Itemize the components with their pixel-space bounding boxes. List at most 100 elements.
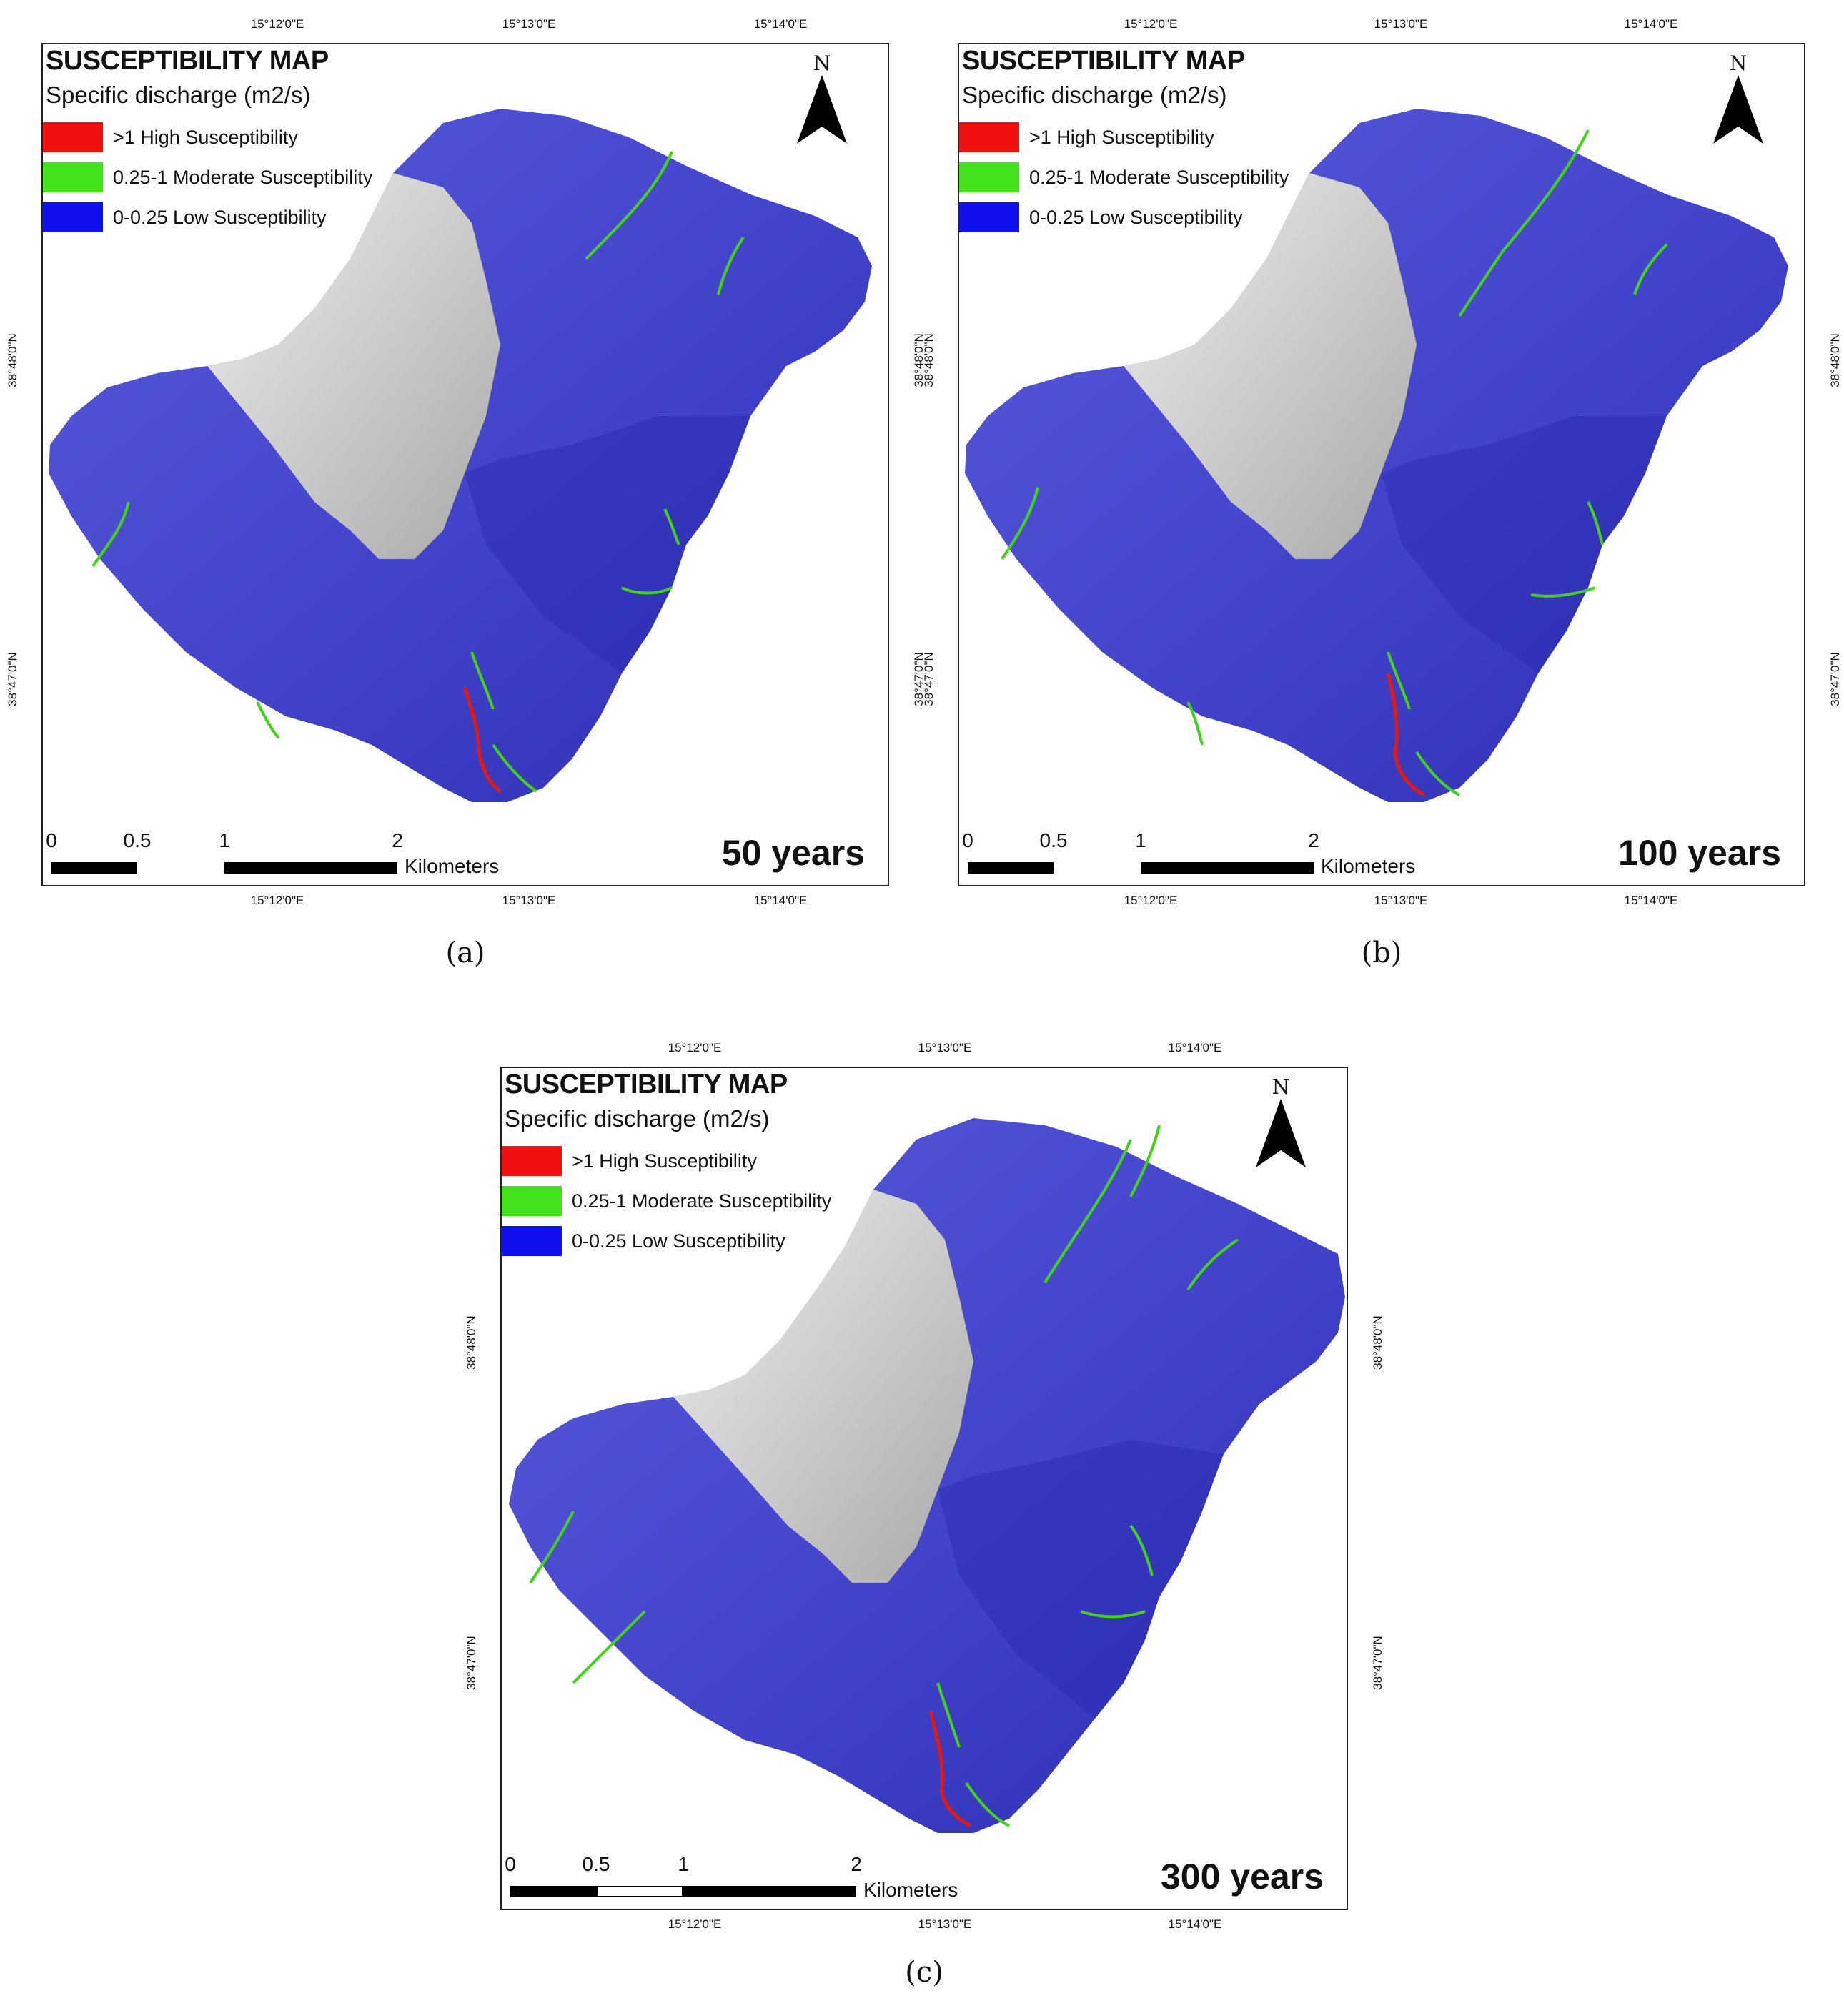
legend-label-moderate: 0.25-1 Moderate Susceptibility bbox=[113, 166, 373, 188]
legend-item-moderate: 0.25-1 Moderate Susceptibility bbox=[43, 162, 372, 193]
legend-label-low: 0-0.25 Low Susceptibility bbox=[1029, 206, 1243, 228]
legend-swatch-high bbox=[959, 122, 1019, 152]
legend-swatch-moderate bbox=[43, 162, 103, 192]
return-period-label: 50 years bbox=[721, 833, 865, 873]
scale-segment bbox=[968, 862, 1054, 874]
scale-segment bbox=[51, 862, 137, 874]
scale-label-0-5: 0.5 bbox=[123, 829, 152, 851]
north-arrow-icon bbox=[1713, 75, 1763, 144]
high-susceptibility-channel bbox=[928, 1711, 971, 1828]
return-period-label: 300 years bbox=[1160, 1857, 1324, 1897]
lon-tick-top: 15°13'0"E bbox=[918, 1041, 972, 1054]
legend-item-high: >1 High Susceptibility bbox=[502, 1145, 757, 1177]
lon-tick-top: 15°12'0"E bbox=[1124, 17, 1178, 31]
crater-sciara-area bbox=[1124, 173, 1417, 559]
legend-swatch-low bbox=[502, 1226, 562, 1256]
scale-label-2: 2 bbox=[851, 1853, 862, 1875]
lon-tick-bottom: 15°12'0"E bbox=[250, 894, 304, 907]
caption-b: (b) bbox=[1361, 937, 1402, 969]
lon-tick-bottom: 15°13'0"E bbox=[502, 894, 556, 907]
lon-tick-bottom: 15°12'0"E bbox=[668, 1917, 722, 1931]
moderate-channels bbox=[1001, 129, 1668, 796]
north-letter: N bbox=[1272, 1075, 1290, 1099]
legend-label-moderate: 0.25-1 Moderate Susceptibility bbox=[1029, 166, 1289, 188]
moderate-channels bbox=[529, 1125, 1239, 1827]
legend-title: SUSCEPTIBILITY MAP bbox=[46, 46, 329, 76]
scale-unit: Kilometers bbox=[1321, 855, 1416, 877]
lon-tick-top: 15°14'0"E bbox=[1624, 17, 1678, 31]
legend-subtitle: Specific discharge (m2/s) bbox=[46, 81, 311, 108]
north-arrow: N bbox=[1252, 1075, 1309, 1171]
lon-tick-top: 15°13'0"E bbox=[502, 17, 556, 31]
legend-item-high: >1 High Susceptibility bbox=[43, 122, 298, 153]
scale-segment bbox=[224, 862, 397, 874]
north-arrow: N bbox=[1710, 51, 1767, 147]
lat-tick-right: 38°48'0"N bbox=[1371, 1315, 1384, 1370]
lat-tick-left: 38°47'0"N bbox=[922, 652, 936, 706]
legend-item-moderate: 0.25-1 Moderate Susceptibility bbox=[959, 162, 1289, 193]
scale-bar: 0 0.5 1 2 Kilometers bbox=[962, 829, 1415, 879]
legend-item-low: 0-0.25 Low Susceptibility bbox=[43, 202, 327, 233]
lat-tick-left: 38°48'0"N bbox=[922, 333, 936, 387]
legend-item-low: 0-0.25 Low Susceptibility bbox=[959, 202, 1243, 233]
scale-label-0: 0 bbox=[962, 829, 973, 851]
scale-bar: 0 0.5 1 2 Kilometers bbox=[46, 829, 499, 879]
lat-tick-right: 38°47'0"N bbox=[1371, 1636, 1384, 1690]
map-frame: SUSCEPTIBILITY MAP Specific discharge (m… bbox=[958, 43, 1805, 886]
lat-tick-right: 38°48'0"N bbox=[1828, 333, 1842, 387]
lon-tick-top: 15°12'0"E bbox=[668, 1041, 722, 1054]
lon-tick-bottom: 15°13'0"E bbox=[1374, 894, 1428, 907]
scale-label-1: 1 bbox=[1135, 829, 1146, 851]
lat-tick-right: 38°47'0"N bbox=[1828, 652, 1842, 706]
lon-tick-bottom: 15°14'0"E bbox=[753, 894, 808, 907]
high-susceptibility-channel bbox=[1386, 673, 1425, 797]
island-map bbox=[49, 109, 872, 802]
high-susceptibility-channel bbox=[462, 687, 502, 793]
legend-label-low: 0-0.25 Low Susceptibility bbox=[113, 206, 327, 228]
legend-swatch-high bbox=[502, 1146, 562, 1176]
lon-tick-bottom: 15°14'0"E bbox=[1168, 1917, 1222, 1931]
legend-label-high: >1 High Susceptibility bbox=[572, 1150, 757, 1172]
north-east-dark-sector bbox=[1381, 416, 1667, 673]
scale-label-0: 0 bbox=[46, 829, 57, 851]
lon-tick-top: 15°12'0"E bbox=[250, 17, 304, 31]
lon-tick-top: 15°13'0"E bbox=[1374, 17, 1428, 31]
scale-label-0-5: 0.5 bbox=[582, 1853, 610, 1875]
crater-sciara-area bbox=[207, 173, 500, 559]
lon-tick-top: 15°14'0"E bbox=[753, 17, 808, 31]
legend-item-low: 0-0.25 Low Susceptibility bbox=[502, 1225, 785, 1257]
scale-segment bbox=[1141, 862, 1314, 874]
legend-label-high: >1 High Susceptibility bbox=[113, 126, 298, 148]
scale-unit: Kilometers bbox=[863, 1879, 958, 1901]
scale-unit: Kilometers bbox=[405, 855, 500, 877]
map-frame: SUSCEPTIBILITY MAP Specific discharge (m… bbox=[41, 43, 889, 886]
north-arrow: N bbox=[793, 51, 851, 147]
lat-tick-left: 38°48'0"N bbox=[6, 333, 19, 387]
legend-item-moderate: 0.25-1 Moderate Susceptibility bbox=[502, 1185, 831, 1217]
legend-swatch-low bbox=[959, 202, 1019, 232]
legend-title: SUSCEPTIBILITY MAP bbox=[962, 46, 1245, 76]
legend-subtitle: Specific discharge (m2/s) bbox=[505, 1105, 770, 1132]
north-arrow-icon bbox=[797, 75, 847, 144]
scale-segment bbox=[683, 1886, 856, 1897]
scale-label-2: 2 bbox=[392, 829, 403, 851]
map-panel-b: SUSCEPTIBILITY MAP Specific discharge (m… bbox=[922, 17, 1842, 907]
lon-tick-bottom: 15°14'0"E bbox=[1624, 894, 1678, 907]
scale-label-2: 2 bbox=[1308, 829, 1319, 851]
legend-label-high: >1 High Susceptibility bbox=[1029, 126, 1214, 148]
legend-label-low: 0-0.25 Low Susceptibility bbox=[572, 1230, 785, 1252]
legend-label-moderate: 0.25-1 Moderate Susceptibility bbox=[572, 1190, 832, 1212]
north-east-dark-sector bbox=[465, 416, 750, 673]
scale-bar: 0 0.5 1 2 Kilometers bbox=[505, 1853, 958, 1903]
return-period-label: 100 years bbox=[1617, 833, 1781, 873]
lat-tick-left: 38°47'0"N bbox=[465, 1636, 478, 1690]
scale-segment bbox=[596, 1886, 683, 1897]
legend-item-high: >1 High Susceptibility bbox=[959, 122, 1214, 153]
north-arrow-icon bbox=[1256, 1099, 1306, 1167]
map-frame: SUSCEPTIBILITY MAP Specific discharge (m… bbox=[500, 1067, 1348, 1910]
lat-tick-left: 38°47'0"N bbox=[6, 652, 19, 706]
north-letter: N bbox=[1729, 51, 1748, 75]
legend-swatch-low bbox=[43, 202, 103, 232]
island-map bbox=[965, 109, 1788, 802]
legend-title: SUSCEPTIBILITY MAP bbox=[505, 1069, 788, 1100]
